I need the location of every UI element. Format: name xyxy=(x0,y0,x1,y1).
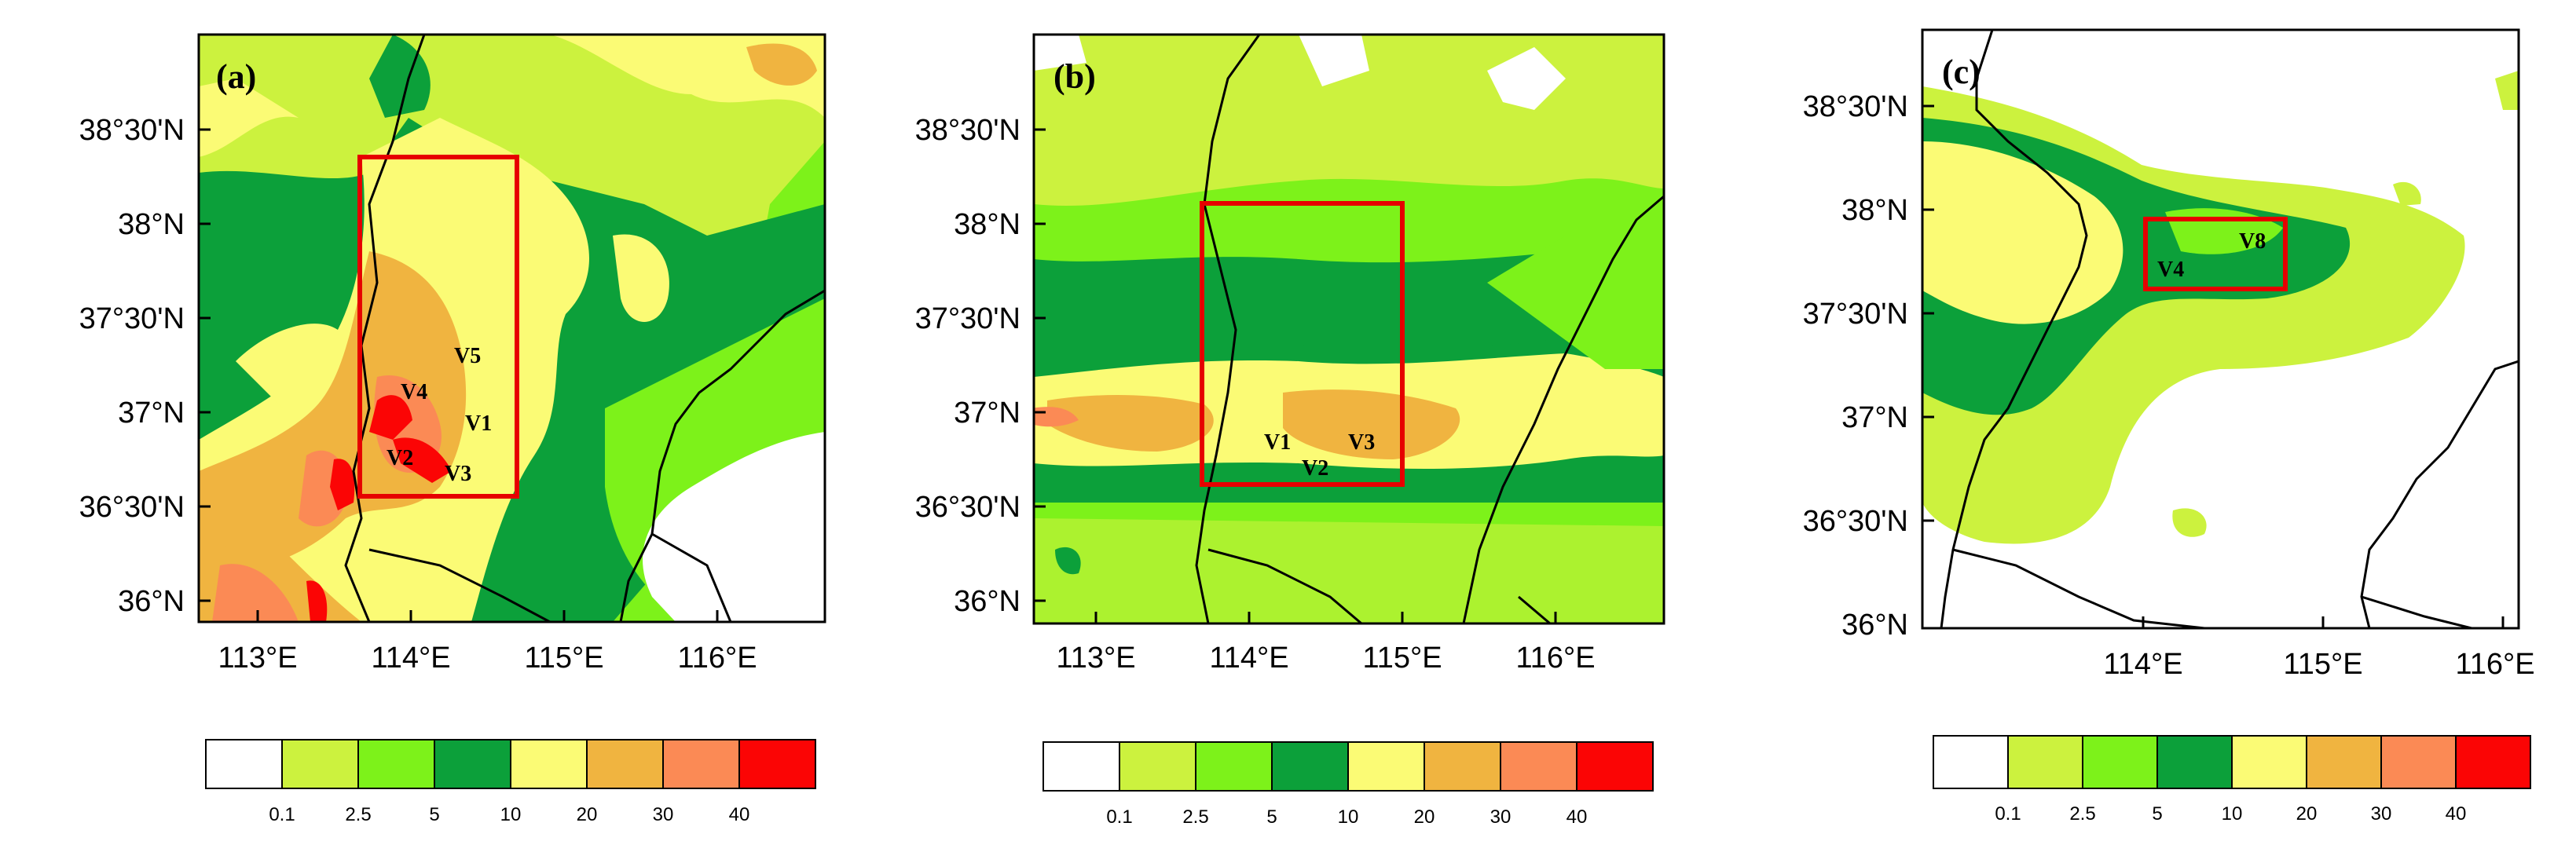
colorbar-label: 30 xyxy=(653,804,674,825)
y-axis-a: 38°30'N 38°N 37°30'N 37°N 36°30'N 36°N xyxy=(79,114,185,618)
colorbar-label: 2.5 xyxy=(2069,803,2095,825)
y-tick-label: 38°30'N xyxy=(1803,90,1908,123)
x-tick-label: 113°E xyxy=(1056,642,1135,675)
colorbar-label: 0.1 xyxy=(1995,803,2021,825)
station-labels-b: V1 V3 V2 xyxy=(1264,430,1375,481)
y-tick-label: 38°N xyxy=(954,208,1021,241)
colorbar-label: 0.1 xyxy=(1106,806,1132,828)
y-tick-label: 38°N xyxy=(1841,194,1908,227)
colorbar-label: 30 xyxy=(1490,806,1512,828)
colorbar-label: 30 xyxy=(2371,803,2392,825)
y-tick-label: 37°N xyxy=(118,397,185,430)
colorbar-label: 5 xyxy=(1266,806,1277,828)
x-tick-label: 115°E xyxy=(524,642,603,675)
x-axis-a: 113°E 114°E 115°E 116°E xyxy=(218,642,757,675)
x-tick-label: 114°E xyxy=(371,642,450,675)
x-tick-label: 116°E xyxy=(2455,648,2534,681)
y-tick-label: 36°30'N xyxy=(1803,505,1908,538)
y-tick-label: 37°30'N xyxy=(915,302,1021,335)
colorbar-label: 20 xyxy=(2296,803,2318,825)
station-label: V1 xyxy=(465,411,492,436)
colorbar-c xyxy=(1933,735,2531,789)
y-tick-label: 36°N xyxy=(954,585,1021,618)
x-tick-label: 116°E xyxy=(677,642,757,675)
colorbar-labels-c: 0.1 2.5 5 10 20 30 40 xyxy=(1995,803,2466,825)
colorbar-label: 10 xyxy=(500,804,522,825)
y-tick-label: 36°N xyxy=(1841,609,1908,642)
colorbar-label: 40 xyxy=(2446,803,2467,825)
panel-a: (a) V5 V4 V1 V2 V3 38°30'N 38°N 37°30'N … xyxy=(79,33,826,825)
y-tick-label: 38°N xyxy=(118,208,185,241)
x-tick-label: 114°E xyxy=(2103,648,2182,681)
x-tick-label: 116°E xyxy=(1515,642,1595,675)
y-tick-label: 37°30'N xyxy=(1803,298,1908,331)
y-tick-label: 36°30'N xyxy=(915,491,1021,524)
panel-label: (b) xyxy=(1053,57,1096,96)
study-area-box-c xyxy=(2143,217,2288,291)
y-tick-label: 38°30'N xyxy=(79,114,185,147)
panel-label: (c) xyxy=(1942,53,1981,91)
colorbar-label: 10 xyxy=(2222,803,2243,825)
colorbar-b xyxy=(1042,741,1654,792)
x-axis-b: 113°E 114°E 115°E 116°E xyxy=(1056,642,1595,675)
station-label: V2 xyxy=(387,446,413,470)
precipitation-field-a xyxy=(199,35,825,622)
colorbar-labels-a: 0.1 2.5 5 10 20 30 40 xyxy=(269,804,749,825)
y-axis-b: 38°30'N 38°N 37°30'N 37°N 36°30'N 36°N xyxy=(915,114,1021,618)
y-tick-label: 37°N xyxy=(1841,401,1908,434)
y-tick-label: 36°N xyxy=(118,585,185,618)
x-tick-label: 115°E xyxy=(2283,648,2362,681)
station-label: V5 xyxy=(454,344,481,368)
x-tick-label: 113°E xyxy=(218,642,297,675)
colorbar-label: 20 xyxy=(1414,806,1435,828)
station-label: V3 xyxy=(445,462,471,486)
colorbar-labels-b: 0.1 2.5 5 10 20 30 40 xyxy=(1106,806,1587,828)
station-label: V2 xyxy=(1302,456,1328,481)
station-label: V1 xyxy=(1264,430,1291,455)
y-tick-label: 36°30'N xyxy=(79,491,185,524)
colorbar-label: 5 xyxy=(2152,803,2162,825)
colorbar-label: 40 xyxy=(729,804,750,825)
colorbar-label: 2.5 xyxy=(345,804,371,825)
y-tick-label: 37°30'N xyxy=(79,302,185,335)
study-area-box-a xyxy=(357,155,519,499)
colorbar-label: 40 xyxy=(1566,806,1588,828)
station-label: V8 xyxy=(2239,229,2266,254)
station-label: V4 xyxy=(2157,258,2184,282)
colorbar-label: 2.5 xyxy=(1182,806,1208,828)
colorbar-label: 0.1 xyxy=(269,804,295,825)
station-labels-a: V5 V4 V1 V2 V3 xyxy=(387,344,492,486)
colorbar-a xyxy=(205,739,816,789)
station-label: V3 xyxy=(1348,430,1375,455)
y-tick-label: 37°N xyxy=(954,397,1021,430)
panel-label: (a) xyxy=(216,57,256,96)
y-tick-label: 38°30'N xyxy=(915,114,1021,147)
colorbar-label: 5 xyxy=(429,804,439,825)
x-tick-label: 115°E xyxy=(1362,642,1442,675)
panel-b: (b) V1 V3 V2 38°30'N 38°N 37°30'N 37°N 3… xyxy=(915,33,1665,828)
precipitation-field-b xyxy=(1034,35,1664,623)
precipitation-field-c xyxy=(1922,30,2519,628)
x-axis-c: 114°E 115°E 116°E xyxy=(2103,648,2534,681)
station-labels-c: V8 V4 xyxy=(2157,229,2266,282)
colorbar-label: 10 xyxy=(1338,806,1359,828)
x-tick-label: 114°E xyxy=(1209,642,1288,675)
study-area-box-b xyxy=(1200,201,1405,487)
station-label: V4 xyxy=(401,380,427,404)
colorbar-label: 20 xyxy=(577,804,598,825)
y-axis-c: 38°30'N 38°N 37°30'N 37°N 36°30'N 36°N xyxy=(1803,90,1908,642)
panel-c: (c) V8 V4 38°30'N 38°N 37°30'N 37°N 36°3… xyxy=(1803,28,2535,825)
